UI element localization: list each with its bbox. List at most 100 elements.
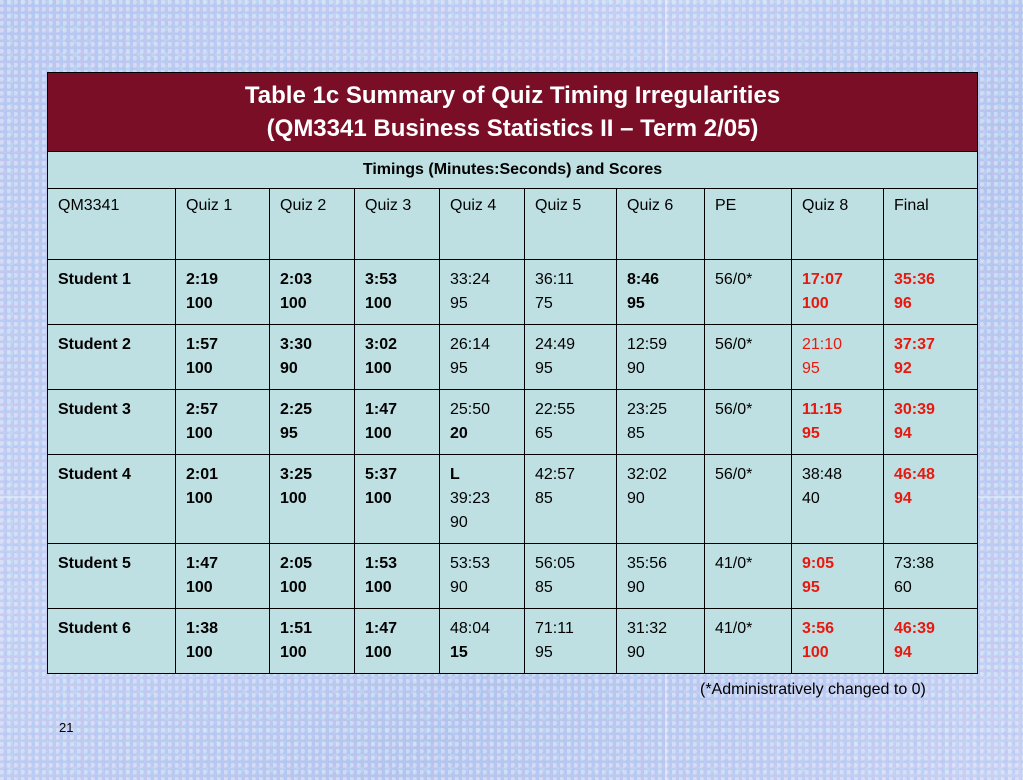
table-header-row: QM3341 Quiz 1 Quiz 2 Quiz 3 Quiz 4 Quiz 5 Quiz… [47, 188, 979, 260]
score-cell: 42:57 85 [524, 454, 617, 544]
cell-value: 100 [802, 295, 829, 312]
slide-number: 21 [59, 720, 74, 735]
cell-time: 5:37 [365, 466, 398, 483]
cell-time: 41/0* [715, 620, 753, 637]
table-row: Student 2 1:57 100 3:30 90 3:02 100 26:14 95 24:4… [47, 324, 979, 390]
cell-time: 56:05 [535, 555, 576, 572]
cell-time: 56/0* [715, 401, 753, 418]
cell-time: 73:38 [894, 555, 935, 572]
score-cell: 3:56 100 [791, 608, 884, 674]
cell-value: 94 [894, 490, 912, 507]
score-cell: 30:39 94 [882, 389, 979, 455]
table-subtitle: Timings (Minutes:Seconds) and Scores [46, 151, 979, 189]
cell-value: 100 [365, 579, 392, 596]
cell-value: 100 [280, 490, 307, 507]
student-name-cell: Student 1 [47, 259, 176, 325]
cell-time: 9:05 [802, 555, 835, 572]
cell-value: 90 [627, 490, 645, 507]
score-cell: 36:11 75 [524, 259, 617, 325]
cell-time: 3:02 [365, 336, 398, 353]
score-cell: 2:25 95 [269, 389, 355, 455]
cell-time: 36:11 [535, 271, 574, 288]
cell-time: 2:19 [186, 271, 219, 288]
cell-value: 92 [894, 360, 912, 377]
cell-time: 3:30 [280, 336, 313, 353]
cell-value: 95 [802, 425, 820, 442]
cell-time: 30:39 [894, 401, 935, 418]
score-cell: 2:57 100 [175, 389, 270, 455]
cell-time: 56/0* [715, 336, 753, 353]
cell-value: 95 [450, 360, 468, 377]
score-cell: 23:25 85 [616, 389, 705, 455]
table-title: Table 1c Summary of Quiz Timing Irregula… [46, 72, 979, 152]
cell-value: 95 [280, 425, 298, 442]
score-cell: 56/0* [704, 324, 792, 390]
cell-value: 65 [535, 425, 553, 442]
cell-time: 22:55 [535, 401, 576, 418]
cell-time: 17:07 [802, 271, 843, 288]
header-quiz-1: Quiz 1 [175, 188, 270, 260]
score-cell: 2:03 100 [269, 259, 355, 325]
score-cell: 1:57 100 [175, 324, 270, 390]
score-cell: 21:10 95 [791, 324, 884, 390]
score-cell: 2:19 100 [175, 259, 270, 325]
score-cell: 1:38 100 [175, 608, 270, 674]
cell-value: 95 [802, 579, 820, 596]
score-cell: 71:11 95 [524, 608, 617, 674]
cell-time: 2:25 [280, 401, 313, 418]
score-cell: 25:50 20 [439, 389, 525, 455]
cell-time: 3:25 [280, 466, 313, 483]
cell-value: 90 [627, 644, 645, 661]
cell-value: 100 [186, 579, 213, 596]
cell-value: 95 [802, 360, 820, 377]
cell-value: 39:23 [450, 490, 491, 507]
cell-value: 100 [186, 360, 213, 377]
student-name-cell: Student 2 [47, 324, 176, 390]
cell-time: 3:53 [365, 271, 398, 288]
cell-time: 38:48 [802, 466, 843, 483]
cell-value: 60 [894, 579, 912, 596]
score-cell: 46:48 94 [882, 454, 979, 544]
cell-value: 90 [450, 514, 468, 531]
score-cell: 56:05 85 [524, 543, 617, 609]
score-cell: 1:47 100 [354, 608, 440, 674]
score-cell: 9:05 95 [791, 543, 884, 609]
header-quiz-8: Quiz 8 [791, 188, 884, 260]
cell-time: 53:53 [450, 555, 491, 572]
cell-value: 95 [535, 644, 553, 661]
table-subtitle-row: Timings (Minutes:Seconds) and Scores [46, 151, 979, 189]
score-cell: 56/0* [704, 259, 792, 325]
cell-value: 100 [280, 579, 307, 596]
cell-time: 46:39 [894, 620, 935, 637]
cell-time: 2:57 [186, 401, 219, 418]
cell-time: 2:05 [280, 555, 313, 572]
score-cell: 41/0* [704, 543, 792, 609]
cell-time: 48:04 [450, 620, 491, 637]
cell-time: L [450, 466, 460, 483]
cell-time: 23:25 [627, 401, 668, 418]
cell-value: 94 [894, 644, 912, 661]
cell-time: 35:36 [894, 271, 935, 288]
cell-time: 42:57 [535, 466, 576, 483]
cell-time: 1:51 [280, 620, 313, 637]
table-title-row: Table 1c Summary of Quiz Timing Irregula… [46, 72, 979, 152]
score-cell: 35:56 90 [616, 543, 705, 609]
cell-time: 11:15 [802, 401, 843, 418]
student-name-cell: Student 4 [47, 454, 176, 544]
cell-value: 100 [365, 295, 392, 312]
cell-time: 2:03 [280, 271, 313, 288]
student-name-cell: Student 5 [47, 543, 176, 609]
table-row: Student 3 2:57 100 2:25 95 1:47 100 25:50 20 22:5… [47, 389, 979, 455]
cell-value: 94 [894, 425, 912, 442]
cell-value: 95 [450, 295, 468, 312]
table-title-line-1: Table 1c Summary of Quiz Timing Irregula… [244, 82, 781, 109]
score-cell: 3:02 100 [354, 324, 440, 390]
cell-time: 35:56 [627, 555, 668, 572]
header-quiz-5: Quiz 5 [524, 188, 617, 260]
cell-time: 71:11 [535, 620, 574, 637]
cell-time: 46:48 [894, 466, 935, 483]
score-cell: 38:48 40 [791, 454, 884, 544]
score-cell: 33:24 95 [439, 259, 525, 325]
score-cell: 11:15 95 [791, 389, 884, 455]
cell-time: 8:46 [627, 271, 660, 288]
